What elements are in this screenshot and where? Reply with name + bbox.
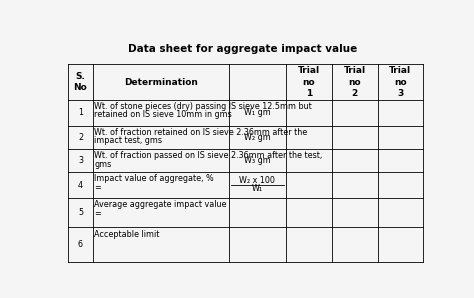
Text: W₂ gm: W₂ gm xyxy=(244,133,271,142)
Text: Acceptable limit: Acceptable limit xyxy=(94,229,160,238)
Text: 1: 1 xyxy=(78,108,83,117)
Text: Trial
no
1: Trial no 1 xyxy=(298,66,320,98)
Text: Wt. of fraction retained on IS sieve 2.36mm after the: Wt. of fraction retained on IS sieve 2.3… xyxy=(94,128,308,137)
Text: Impact value of aggregate, %: Impact value of aggregate, % xyxy=(94,174,214,183)
Text: Trial
no
3: Trial no 3 xyxy=(389,66,411,98)
Text: 5: 5 xyxy=(78,208,83,217)
Text: =: = xyxy=(94,209,101,218)
Text: 4: 4 xyxy=(78,181,83,190)
Text: impact test, gms: impact test, gms xyxy=(94,136,163,145)
Text: =: = xyxy=(94,183,101,192)
Text: Data sheet for aggregate impact value: Data sheet for aggregate impact value xyxy=(128,44,357,54)
Text: Determination: Determination xyxy=(124,77,198,86)
Text: Wt. of fraction passed on IS sieve 2.36mm after the test,: Wt. of fraction passed on IS sieve 2.36m… xyxy=(94,151,323,160)
Text: Average aggregate impact value: Average aggregate impact value xyxy=(94,200,227,209)
Text: 2: 2 xyxy=(78,133,83,142)
Text: 3: 3 xyxy=(78,156,83,165)
Text: W₃ gm: W₃ gm xyxy=(244,156,271,165)
Text: Wt. of stone pieces (dry) passing IS sieve 12.5mm but: Wt. of stone pieces (dry) passing IS sie… xyxy=(94,102,312,111)
Text: gms: gms xyxy=(94,160,111,169)
Text: W₂ x 100: W₂ x 100 xyxy=(239,176,275,185)
Text: W₁: W₁ xyxy=(252,184,263,193)
Text: W₁ gm: W₁ gm xyxy=(244,108,271,117)
Text: S.
No: S. No xyxy=(73,72,87,92)
Text: Trial
no
2: Trial no 2 xyxy=(344,66,366,98)
Text: retained on IS sieve 10mm in gms: retained on IS sieve 10mm in gms xyxy=(94,110,232,119)
Text: 6: 6 xyxy=(78,240,83,249)
